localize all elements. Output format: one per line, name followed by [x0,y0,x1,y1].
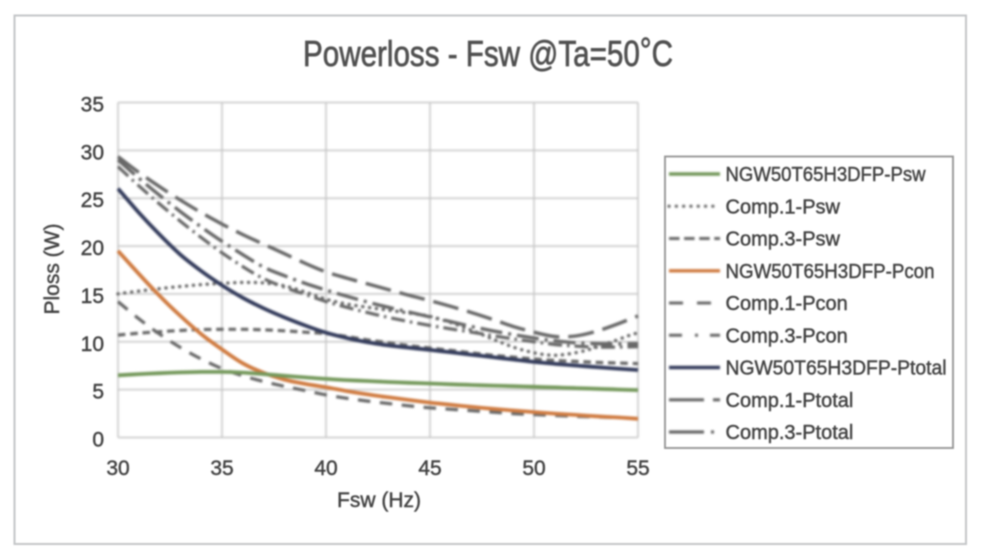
svg-text:NGW50T65H3DFP-Pcon: NGW50T65H3DFP-Pcon [726,261,935,283]
svg-text:10: 10 [81,333,104,356]
svg-text:25: 25 [81,189,104,212]
svg-text:30: 30 [81,141,104,164]
svg-text:Comp.1-Psw: Comp.1-Psw [726,196,841,218]
svg-text:40: 40 [314,457,337,480]
svg-text:Comp.3-Ptotal: Comp.3-Ptotal [726,422,854,444]
svg-text:30: 30 [106,457,129,480]
svg-text:15: 15 [81,285,104,308]
svg-text:Fsw (Hz): Fsw (Hz) [337,489,421,512]
svg-text:Comp.1-Ptotal: Comp.1-Ptotal [726,390,854,412]
svg-text:50: 50 [522,457,545,480]
svg-text:35: 35 [210,457,233,480]
svg-text:Comp.3-Psw: Comp.3-Psw [726,229,841,251]
svg-text:Comp.3-Pcon: Comp.3-Pcon [726,325,848,347]
svg-text:NGW50T65H3DFP-Ptotal: NGW50T65H3DFP-Ptotal [726,358,947,380]
svg-text:55: 55 [626,457,649,480]
svg-text:Ploss (W): Ploss (W) [41,224,64,315]
svg-text:0: 0 [92,429,104,452]
svg-text:Comp.1-Pcon: Comp.1-Pcon [726,293,848,315]
svg-text:Powerloss - Fsw @Ta=50°C: Powerloss - Fsw @Ta=50°C [303,30,673,75]
svg-text:NGW50T65H3DFP-Psw: NGW50T65H3DFP-Psw [726,164,927,186]
svg-text:45: 45 [418,457,441,480]
svg-text:5: 5 [92,381,104,404]
svg-text:35: 35 [81,94,104,117]
svg-text:20: 20 [81,237,104,260]
